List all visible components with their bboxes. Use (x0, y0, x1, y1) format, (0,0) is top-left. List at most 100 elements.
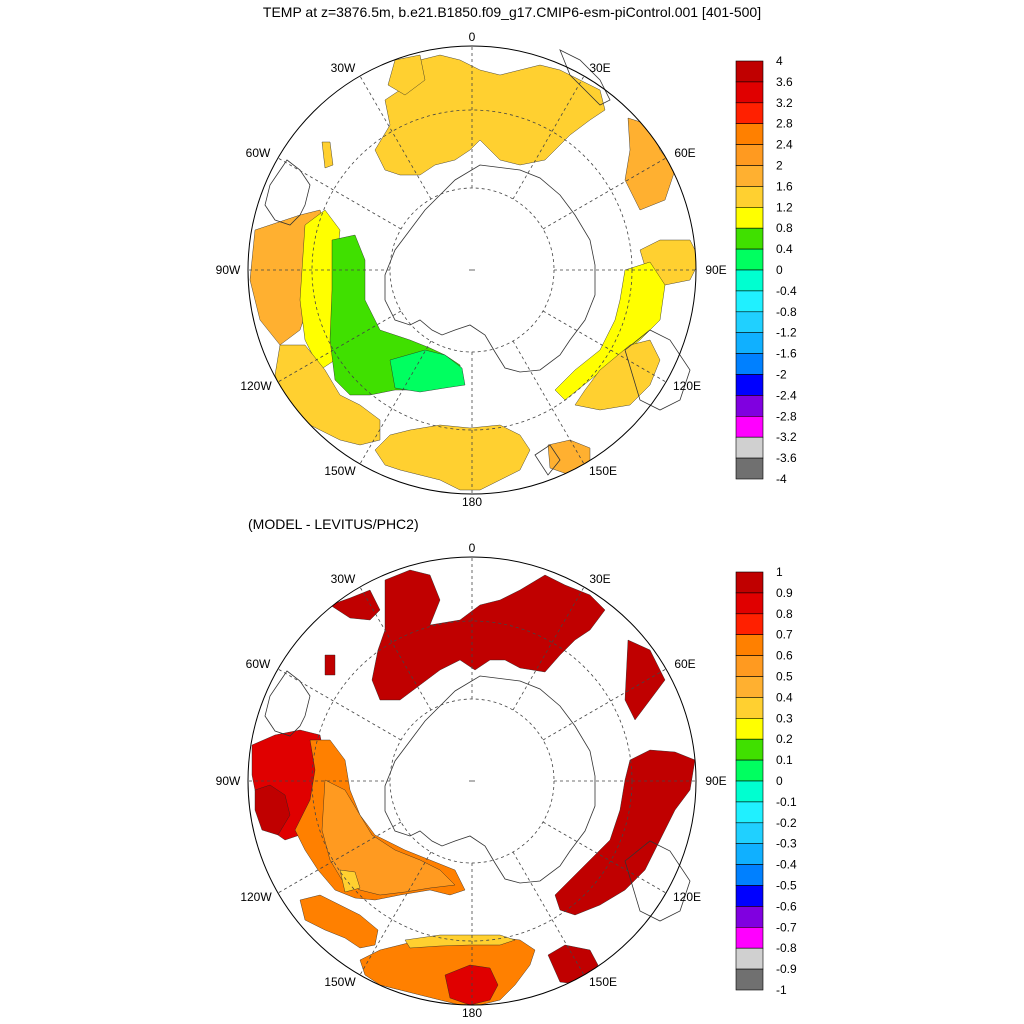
colorbar-tick-label: 0.2 (776, 732, 793, 746)
panel2-field-pacific-yellow (404, 934, 516, 949)
colorbar-tick-label: -0.4 (776, 858, 797, 872)
colorbar-tick-label: 2.4 (776, 138, 793, 152)
panel2-field-pacific-red (444, 964, 499, 1005)
colorbar-swatch (735, 759, 764, 782)
panel2-field-pacific-south (359, 936, 536, 1005)
colorbar-tick-label: -0.2 (776, 816, 797, 830)
colorbar-swatch (735, 906, 764, 928)
panel1-lon-120w: 120W (240, 379, 272, 393)
panel2-lon-150w: 150W (324, 975, 356, 989)
panel1-lon-60e: 60E (674, 146, 695, 160)
colorbar-tick-label: -0.8 (776, 305, 797, 319)
colorbar-swatch (735, 717, 764, 740)
panel2-lon-120w: 120W (240, 890, 272, 904)
panel2-field-30w-dot (324, 654, 336, 676)
panel2-field-west-yellow (339, 869, 361, 893)
colorbar-swatch (735, 822, 764, 844)
panel2-lon-60e: 60E (674, 657, 695, 671)
panel1-lon-90w: 90W (216, 263, 241, 277)
panel2-field-west-dred-core (254, 784, 291, 836)
colorbar-tick-label: -0.5 (776, 879, 797, 893)
panel1-field-atlantic (374, 54, 606, 176)
colorbar-tick-label: -0.8 (776, 941, 797, 955)
panel2-lon-90w: 90W (216, 774, 241, 788)
panel1-field-pacific-sw (547, 439, 591, 476)
panel1-field-indian-yellow (554, 261, 666, 401)
colorbar-swatch (735, 207, 764, 229)
panel1-lon-180: 180 (462, 495, 482, 509)
colorbar-swatch (735, 395, 764, 417)
colorbar-tick-label: -1 (776, 983, 787, 997)
colorbar-swatch (735, 864, 764, 886)
panel1-australia-coast (624, 329, 691, 411)
colorbar-tick-label: 0 (776, 774, 783, 788)
panel1-field-indian-east (624, 117, 676, 211)
colorbar-tick-label: -0.9 (776, 962, 797, 976)
colorbar-tick-label: -2 (776, 368, 787, 382)
panel2-antarctica-coast (384, 675, 596, 884)
panel2-lon-180: 180 (462, 1006, 482, 1020)
panel1-new-zealand-coast (534, 444, 561, 476)
colorbar-swatch (735, 968, 764, 991)
panel1-field-30w (321, 141, 334, 169)
panel1-map-boundary (247, 45, 697, 495)
colorbar-tick-label: -4 (776, 472, 787, 486)
colorbar-swatch (735, 374, 764, 396)
colorbar-tick-label: 2.8 (776, 117, 793, 131)
colorbar-tick-label: 0 (776, 263, 783, 277)
panel1-polar-map: 0 30E 60E 90E 120E 150E 180 150W 120W 90… (216, 30, 727, 509)
colorbar-swatch (735, 634, 764, 656)
colorbar-swatch (735, 676, 764, 698)
colorbar-swatch (735, 186, 764, 208)
colorbar-tick-label: -0.3 (776, 837, 797, 851)
panel2-field-120w (299, 894, 379, 949)
colorbar-tick-label: 1.2 (776, 200, 793, 214)
panel2-lon-120e: 120E (673, 890, 701, 904)
colorbar-tick-label: -0.1 (776, 795, 797, 809)
colorbar-tick-label: 1.6 (776, 179, 793, 193)
colorbar-swatch (735, 60, 764, 83)
colorbar-swatch (735, 227, 764, 250)
colorbar-swatch (735, 248, 764, 271)
panel2-title: (MODEL - LEVITUS/PHC2) (248, 516, 419, 532)
panel2-map-boundary (247, 556, 697, 1006)
panel1-lon-60w: 60W (246, 146, 271, 160)
panel2-lon-90e: 90E (705, 774, 726, 788)
colorbar-swatch (735, 332, 764, 354)
panel2-field-atlantic-west (329, 589, 381, 621)
panel1-africa-coast (559, 49, 611, 106)
colorbar-swatch (735, 655, 764, 677)
panel1-longitude-grid (248, 46, 696, 494)
colorbar-swatch (735, 780, 764, 803)
colorbar-tick-label: 0.6 (776, 649, 793, 663)
longitude-gridline (542, 668, 667, 741)
panel1-lon-120e: 120E (673, 379, 701, 393)
panel1-colorbar: 4 3.6 3.2 2.8 2.4 2 1.6 1.2 0.8 0.4 0 -0.4 -0.8 -1.2 -… (735, 54, 797, 486)
colorbar-swatch (735, 947, 764, 970)
colorbar-tick-label: 4 (776, 54, 783, 68)
panel2-field-atlantic (371, 569, 606, 701)
colorbar-swatch (735, 885, 764, 907)
colorbar-tick-label: -1.2 (776, 326, 797, 340)
panel2-australia-coast (624, 840, 691, 922)
colorbar-tick-label: 0.4 (776, 242, 793, 256)
colorbar-swatch (735, 81, 764, 104)
panel2-field-indian-east (624, 639, 666, 721)
colorbar-tick-label: 0.3 (776, 711, 793, 725)
panel1-south-america-coast (264, 159, 311, 226)
panel2-longitude-grid (248, 557, 696, 1005)
panel2-lon-60w: 60W (246, 657, 271, 671)
colorbar-swatch (735, 436, 764, 459)
colorbar-tick-label: 0.7 (776, 628, 793, 642)
colorbar-swatch (735, 353, 764, 375)
colorbar-tick-label: -0.6 (776, 899, 797, 913)
colorbar-tick-label: 3.6 (776, 75, 793, 89)
panel2-field-west-light-orange (321, 779, 456, 896)
panel1-lon-30w: 30W (331, 61, 356, 75)
panel2-colorbar: 1 0.9 0.8 0.7 0.6 0.5 0.4 0.3 0.2 0.1 0 -0.1 -0.2 -0.… (735, 565, 797, 997)
panel1-antarctica-coast (384, 164, 596, 373)
panel2-south-america-coast (264, 670, 311, 737)
panel2-lon-30e: 30E (589, 572, 610, 586)
colorbar-tick-label: 0.1 (776, 753, 793, 767)
panel2-lon-0: 0 (469, 541, 476, 555)
